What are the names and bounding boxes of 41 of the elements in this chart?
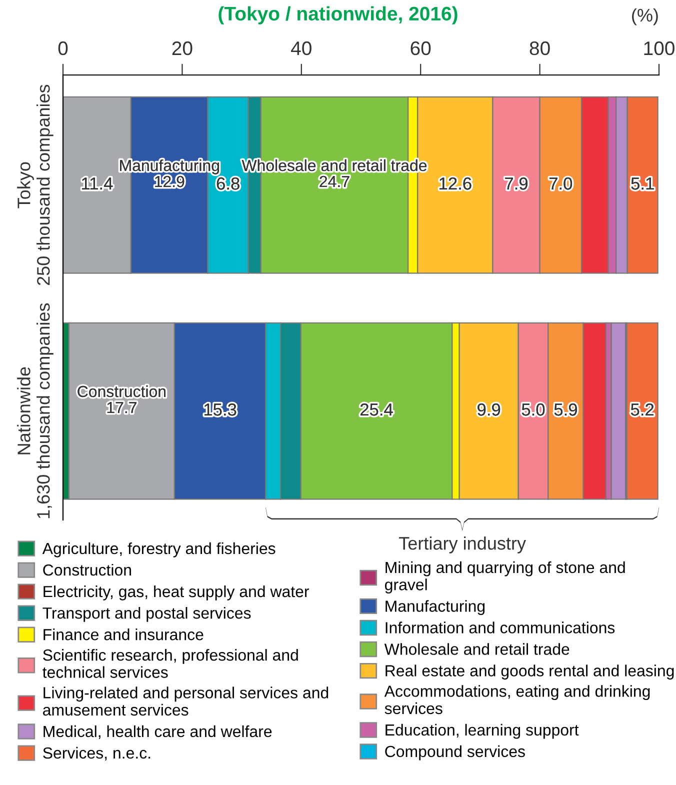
legend-label: Manufacturing: [386, 600, 485, 616]
data-label: 5.9: [554, 403, 577, 416]
legend-label: Transport and postal services: [42, 607, 251, 622]
x-tick-label: 40: [291, 41, 312, 56]
legend-label: Living-related and personal services and amusement services: [43, 686, 328, 716]
x-tick-label: 20: [172, 41, 192, 56]
data-label: 11.4: [82, 178, 113, 190]
data-label: 5.2: [630, 403, 654, 416]
y-tick-label: Nationwide 1,630 thousand companies: [17, 303, 54, 518]
legend-label: Real estate and goods rental and leasing: [386, 664, 674, 680]
legend-label: Finance and insurance: [44, 628, 204, 640]
legend-label: Mining and quarrying of stone and gravel: [385, 561, 625, 594]
x-tick-label: 0: [58, 41, 68, 56]
text: Tertiary industry: [399, 536, 526, 554]
data-label: 15.3: [204, 403, 236, 416]
x-tick-label: 80: [530, 41, 550, 56]
legend-label: Construction: [43, 564, 131, 576]
legend-label: Services, n.e.c.: [43, 746, 150, 761]
x-axis-title: (%): [632, 8, 658, 26]
legend-label: Education, learning support: [386, 724, 579, 739]
data-label: 7.9: [505, 177, 528, 190]
x-tick-label: 60: [410, 41, 431, 56]
x-tick-label: 100: [644, 41, 674, 56]
chart-title: (Tokyo / nationwide, 2016): [218, 6, 458, 24]
legend-label: Wholesale and retail trade: [384, 643, 570, 655]
legend-label: Compound services: [385, 745, 525, 760]
data-label: 9.9: [478, 403, 500, 416]
legend-label: Electricity, gas, heat supply and water: [44, 585, 310, 600]
legend-label: Scientific research, professional and technical services: [42, 649, 298, 678]
legend-label: Agriculture, forestry and fisheries: [42, 542, 276, 558]
data-label: 12.6: [440, 177, 472, 190]
legend-label: Information and communications: [386, 622, 615, 634]
legend-label: Accommodations, eating and drinking services: [384, 685, 650, 714]
data-label: 6.8: [216, 177, 240, 190]
data-label: 5.0: [522, 403, 545, 416]
legend-label: Medical, health care and welfare: [44, 725, 272, 740]
data-label: 25.4: [360, 403, 393, 416]
data-label: Construction 17.7: [78, 385, 166, 414]
data-label: 7.0: [549, 177, 572, 190]
y-tick-label: Tokyo 250 thousand companies: [17, 84, 54, 286]
data-label: 5.1: [631, 178, 654, 190]
